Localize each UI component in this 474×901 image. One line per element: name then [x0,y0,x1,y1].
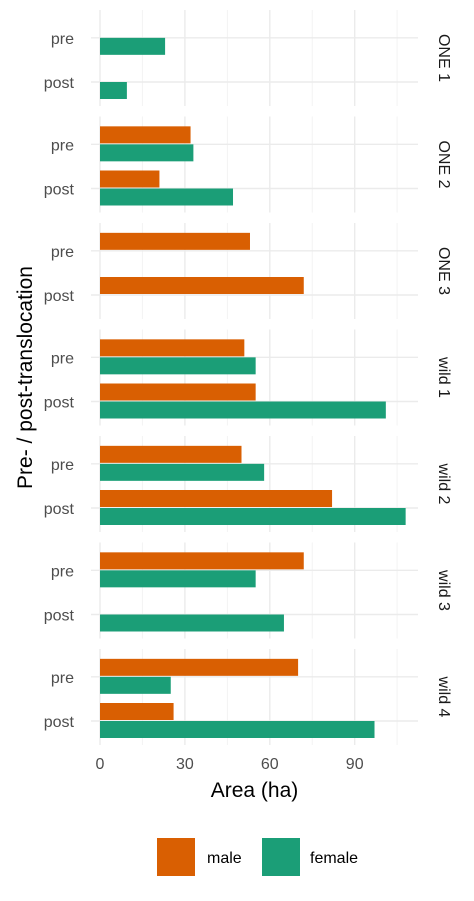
y-tick-label: pre [51,244,74,261]
bar-female-pre [100,357,256,375]
panel-4: pre post wild 1 [44,329,452,426]
y-tick-label: pre [51,670,74,687]
bar-male-post [100,703,174,720]
bar-female-post [100,614,284,632]
y-tick-label: pre [51,457,74,474]
bar-male-pre [100,126,191,144]
y-tick-label: pre [51,137,74,154]
y-tick-label: post [44,75,75,92]
bar-female-post [100,721,375,738]
facet-strip-label: wild 2 [435,463,452,505]
y-tick-label: pre [51,350,74,367]
bar-female-pre [100,37,166,55]
facet-strip-label: wild 3 [435,569,452,611]
bar-male-pre [100,658,299,676]
facet-strip-label: ONE 1 [435,34,452,82]
facet-strip-label: ONE 3 [435,247,452,295]
bar-female-post [100,401,386,419]
bar-male-post [100,277,304,294]
y-tick-label: post [44,714,75,731]
y-tick-label: post [44,501,75,518]
bar-female-post [100,508,406,525]
bar-female-pre [100,144,194,162]
panel-6: pre post wild 3 [44,542,452,639]
x-tick-label: 30 [176,756,194,773]
bar-female-post [100,82,127,99]
bar-female-pre [100,676,171,694]
bar-male-pre [100,232,250,250]
panel-2: pre post ONE 2 [44,116,452,213]
facet-strip-label: ONE 2 [435,140,452,188]
facet-strip-label: wild 1 [435,356,452,398]
x-tick-label: 90 [346,756,364,773]
facet-strip-label: wild 4 [435,676,452,718]
bar-female-pre [100,463,265,481]
panel-5: pre post wild 2 [44,436,452,532]
x-tick-label: 60 [261,756,279,773]
legend: male female [157,838,358,876]
panel-7: pre post wild 4 [44,649,452,745]
y-tick-label: post [44,288,75,305]
legend-key-female [262,838,300,876]
y-tick-label: pre [51,31,74,48]
bar-male-post [100,490,333,507]
y-tick-label: post [44,182,75,199]
legend-key-male [157,838,195,876]
legend-label-female: female [310,850,358,867]
panel-1: pre post ONE 1 [44,10,452,106]
bar-male-pre [100,339,245,357]
panel-3: pre post ONE 3 [44,223,452,319]
y-tick-label: post [44,608,75,625]
bar-male-post [100,170,160,188]
x-axis: 0 30 60 90 [96,756,364,773]
bar-female-pre [100,570,256,588]
y-tick-label: pre [51,563,74,580]
legend-label-male: male [207,850,242,867]
bar-female-post [100,188,234,206]
bar-male-pre [100,552,304,570]
x-axis-title: Area (ha) [211,779,299,802]
bar-male-post [100,383,256,401]
y-tick-label: post [44,395,75,412]
bar-male-pre [100,445,242,463]
y-axis-title: Pre- / post-translocation [14,266,37,489]
x-tick-label: 0 [96,756,105,773]
